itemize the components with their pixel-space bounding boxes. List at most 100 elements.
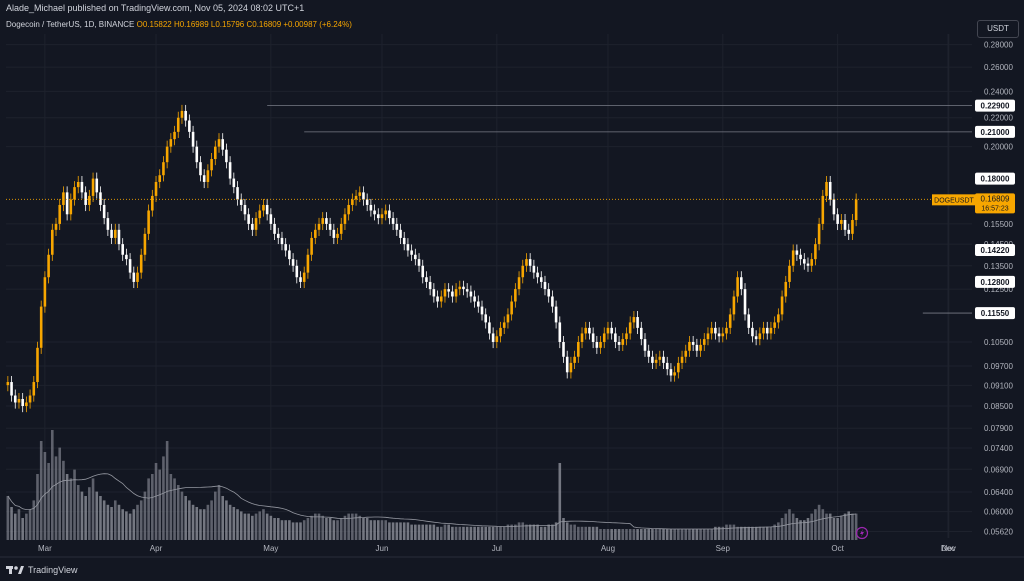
volume-bar [562,518,565,540]
volume-bar [854,513,858,540]
candle-body [639,327,643,340]
candle-body [399,229,402,238]
volume-bar [284,520,287,540]
candle-body [376,214,380,219]
volume-bar [173,478,176,540]
volume-bar [288,520,291,540]
volume-bar [647,529,651,540]
candle-body [580,333,584,342]
volume-bar [665,529,669,540]
volume-bar [710,529,713,540]
candle-body [428,281,432,290]
price-tick-label: 0.20000 [984,143,1013,152]
volume-bar [539,526,543,540]
volume-bar [169,474,173,540]
candle-body [39,306,43,348]
volume-bar [421,524,425,540]
candle-body [125,254,128,260]
candle-body [302,272,306,282]
tradingview-logo-icon [6,566,24,574]
volume-bar [814,509,817,540]
volume-bar [728,524,732,540]
candle-body [532,265,536,273]
candle-body [62,192,65,205]
volume-bar [314,513,317,540]
volume-bar [276,518,280,540]
candle-body [406,244,410,251]
time-tick-label: Mar [38,544,52,553]
volume-bar [577,526,580,540]
volume-bar [599,529,602,540]
candle-body [436,296,439,302]
volume-bar [428,524,432,540]
volume-bar [269,515,273,540]
candle-body [802,259,806,264]
volume-bar [843,513,847,540]
time-tick-label: Apr [150,544,163,553]
candle-body [76,181,80,188]
candle-body [669,369,673,376]
volume-bar [225,500,228,540]
candle-body [343,214,347,224]
volume-bar [102,500,106,540]
candle-body [162,162,165,176]
price-tick-label: 0.28000 [984,41,1013,50]
volume-bar [836,518,839,540]
candle-body [276,233,280,238]
candle-body [439,296,443,302]
candle-body [206,170,210,182]
volume-bar [725,524,728,540]
candle-body [332,229,336,238]
time-tick-label: Nov [942,544,956,553]
candle-body [780,296,784,315]
candle-body [728,314,732,328]
volume-bar [565,522,569,540]
volume-bar [832,518,836,540]
candle-body [384,210,387,215]
volume-bars [6,430,858,540]
currency-button[interactable]: USDT [977,20,1019,38]
volume-bar [680,529,684,540]
candle-body [777,314,780,323]
candle-body [628,322,632,334]
candle-body [236,187,239,200]
footer-brand[interactable]: TradingView [6,565,78,575]
volume-bar [325,518,328,540]
volume-bar [88,487,91,540]
volume-bar [651,529,654,540]
price-tick-label: 0.05620 [984,527,1013,536]
candle-body [325,218,328,224]
volume-bar [165,441,169,540]
volume-bar [254,513,258,540]
candle-body [99,192,102,205]
volume-bar [454,526,458,540]
volume-bar [91,478,95,540]
volume-bar [499,526,502,540]
volume-bar [69,478,73,540]
volume-average-line [7,473,857,530]
volume-bar [799,520,802,540]
candle-body [43,277,47,307]
volume-bar [76,485,80,540]
candle-body [795,250,799,255]
volume-bar [732,524,736,540]
time-tick-label: Jul [492,544,502,553]
candle-body [477,301,480,307]
level-label-box [975,244,1015,257]
level-label: 0.21000 [981,128,1010,137]
volume-bar [117,504,121,540]
time-tick-label: Aug [601,544,615,553]
volume-bar [673,529,676,540]
candle-body [221,139,225,150]
candle-body [295,265,299,278]
candle-body [799,254,802,260]
candle-body [573,356,576,363]
candle-body [173,131,176,140]
candle-body [21,398,24,407]
candle-body [425,277,428,282]
candle-body [328,223,332,230]
candle-body [488,322,491,334]
volume-bar [536,524,539,540]
volume-bar [17,509,21,540]
